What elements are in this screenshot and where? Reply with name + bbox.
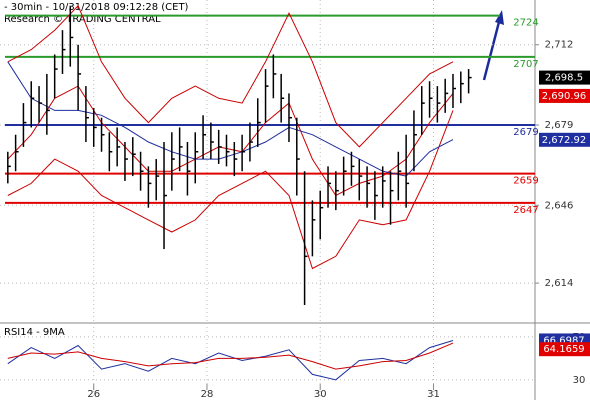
- level-label: 2724: [513, 18, 538, 29]
- price-tag-label: 2,672.92: [542, 135, 587, 146]
- rsi-tag-label: 64.1659: [543, 344, 584, 355]
- overlay-line: [7, 61, 454, 177]
- arrow-head: [495, 10, 504, 25]
- x-tick-label: 28: [201, 389, 214, 400]
- x-tick-label: 26: [87, 389, 100, 400]
- level-label: 2679: [513, 127, 538, 138]
- rsi-line: [7, 340, 454, 381]
- level-label: 2659: [513, 176, 538, 187]
- level-label: 2707: [513, 59, 538, 70]
- x-tick-label: 30: [314, 389, 327, 400]
- y-tick-label: 2,614: [545, 278, 574, 289]
- level-label: 2647: [513, 205, 538, 216]
- price-tag-label: 2,698.5: [545, 73, 583, 84]
- chart-title: - 30min - 10/31/2018 09:12:28 (CET): [4, 2, 189, 13]
- price-tag-label: 2,690.96: [542, 91, 587, 102]
- arrow: [482, 17, 502, 81]
- price-tag: [539, 132, 590, 147]
- price-tag: [539, 88, 590, 103]
- rsi-line: [7, 342, 454, 370]
- overlay-line: [7, 85, 454, 197]
- price-tag: [539, 70, 590, 85]
- overlay-line: [7, 110, 454, 270]
- x-tick-label: 31: [427, 389, 440, 400]
- y-tick-label: 2,679: [545, 120, 574, 131]
- rsi-title: RSI14 - 9MA: [4, 327, 65, 338]
- rsi-tag: [539, 342, 590, 357]
- rsi-tag-label: 66.6987: [543, 335, 584, 346]
- overlay-line: [7, 4, 454, 148]
- y-tick-label: 2,646: [545, 200, 574, 211]
- y-tick-label: 2,712: [545, 40, 574, 51]
- chart-subtitle: Research © TRADING CENTRAL: [4, 14, 161, 25]
- y-tick-label: 30: [573, 375, 586, 386]
